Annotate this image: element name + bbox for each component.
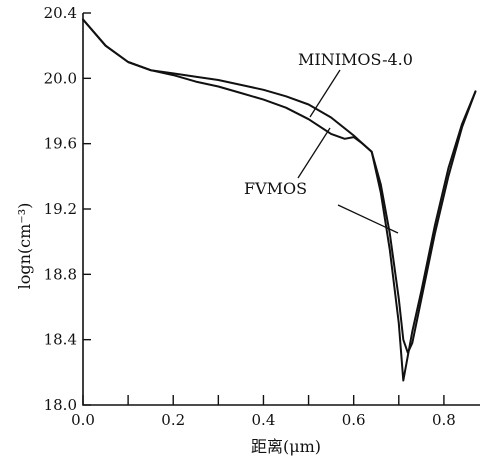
x-tick-label: 0.4	[252, 411, 276, 429]
y-tick-label: 18.0	[44, 396, 77, 414]
data-curves	[82, 18, 477, 382]
y-tick-label: 20.4	[44, 4, 77, 22]
x-tick-label: 0.2	[161, 411, 185, 429]
annotation-fvmos-leader-lower	[337, 204, 399, 234]
series-line-fvmos	[82, 18, 477, 382]
y-tick-label: 20.0	[44, 69, 77, 87]
x-tick-label: 0.0	[71, 411, 95, 429]
x-axis-title: 距离(μm)	[251, 437, 321, 456]
y-tick-label: 19.2	[44, 200, 77, 218]
tick-marks	[82, 12, 445, 406]
x-tick-label: 0.8	[432, 411, 456, 429]
tick-labels: 0.0 0.2 0.4 0.6 0.8 18.0 18.4 18.8 19.2 19.6 20.0 2…	[44, 4, 456, 429]
y-tick-label: 18.8	[44, 265, 77, 283]
chart-axes	[82, 13, 480, 406]
annotation-fvmos-label: FVMOS	[244, 179, 307, 198]
annotation-minimos-label: MINIMOS-4.0	[298, 50, 413, 69]
axis-frame	[82, 13, 480, 406]
y-tick-label: 18.4	[44, 331, 77, 349]
annotations: MINIMOS-4.0 FVMOS	[244, 50, 413, 234]
x-tick-label: 0.6	[342, 411, 366, 429]
annotation-minimos-leader	[309, 69, 341, 118]
y-axis-title: logn(cm⁻³)	[15, 203, 34, 290]
y-tick-label: 19.6	[44, 135, 77, 153]
annotation-fvmos-leader-upper	[297, 127, 331, 179]
